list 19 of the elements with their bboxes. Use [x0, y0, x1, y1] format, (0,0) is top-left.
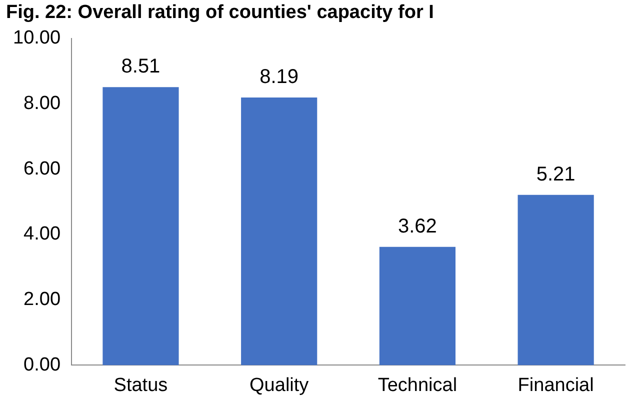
x-tick-label: Technical: [378, 374, 458, 396]
bar: [379, 246, 456, 366]
y-tick-label: 4.00: [24, 224, 61, 245]
x-tick-label: Financial: [518, 374, 594, 396]
x-tick-label: Quality: [250, 374, 310, 396]
x-tick-label: Status: [114, 374, 168, 396]
y-tick-label: 6.00: [24, 158, 61, 180]
data-label: 8.51: [121, 56, 160, 78]
y-tick-label: 0.00: [24, 354, 61, 376]
data-label: 5.21: [536, 163, 576, 186]
bar: [518, 194, 594, 366]
bar: [102, 87, 179, 366]
chart-title: Fig. 22: Overall rating of counties' capacity for I: [6, 2, 435, 24]
y-tick-label: 10.00: [13, 28, 61, 49]
data-label: 3.62: [398, 215, 437, 238]
data-label: 8.19: [260, 66, 299, 88]
bar: [241, 98, 318, 366]
y-tick-label: 8.00: [24, 92, 61, 114]
y-tick-label: 2.00: [24, 289, 61, 310]
